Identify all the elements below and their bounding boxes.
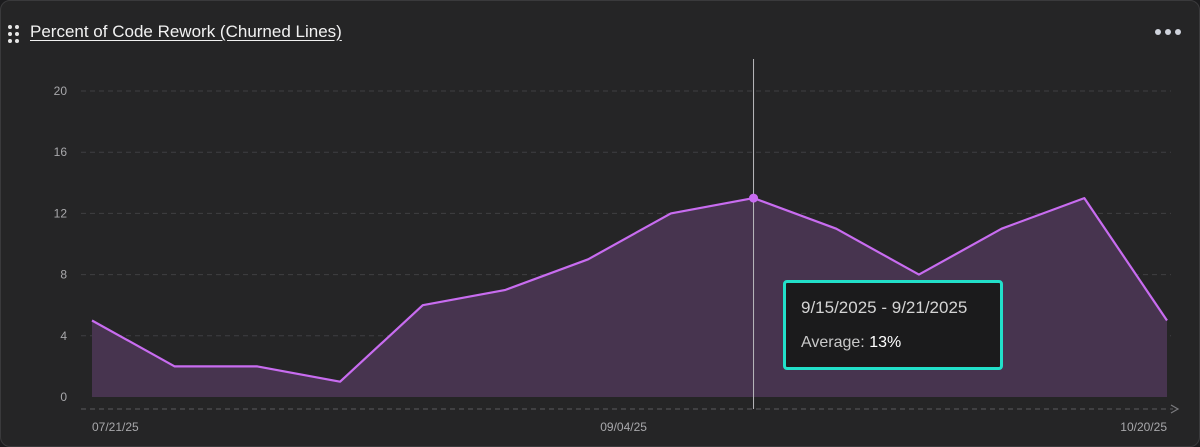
y-tick-label: 8 <box>60 268 67 282</box>
x-tick-label: 10/20/25 <box>1120 420 1167 434</box>
tooltip-average: Average: 13% <box>801 334 1000 352</box>
chart-tooltip: 9/15/2025 - 9/21/2025 Average: 13% <box>783 280 1003 370</box>
chart-title[interactable]: Percent of Code Rework (Churned Lines) <box>30 22 342 41</box>
highlighted-point <box>749 193 759 203</box>
tooltip-average-label: Average: <box>801 334 865 351</box>
x-tick-label: 07/21/25 <box>92 420 139 434</box>
y-tick-label: 12 <box>54 206 68 220</box>
x-tick-label: 09/04/25 <box>600 420 647 434</box>
tooltip-date-range: 9/15/2025 - 9/21/2025 <box>801 298 968 317</box>
y-tick-label: 0 <box>60 390 67 404</box>
series-line <box>91 197 1168 383</box>
y-tick-label: 20 <box>54 84 68 98</box>
more-options-icon[interactable] <box>1155 26 1181 38</box>
x-axis-arrow-icon <box>1170 404 1180 414</box>
y-tick-label: 16 <box>54 145 68 159</box>
tooltip-average-value: 13% <box>869 334 902 351</box>
y-tick-label: 4 <box>60 329 67 343</box>
drag-handle-icon[interactable] <box>8 25 20 43</box>
